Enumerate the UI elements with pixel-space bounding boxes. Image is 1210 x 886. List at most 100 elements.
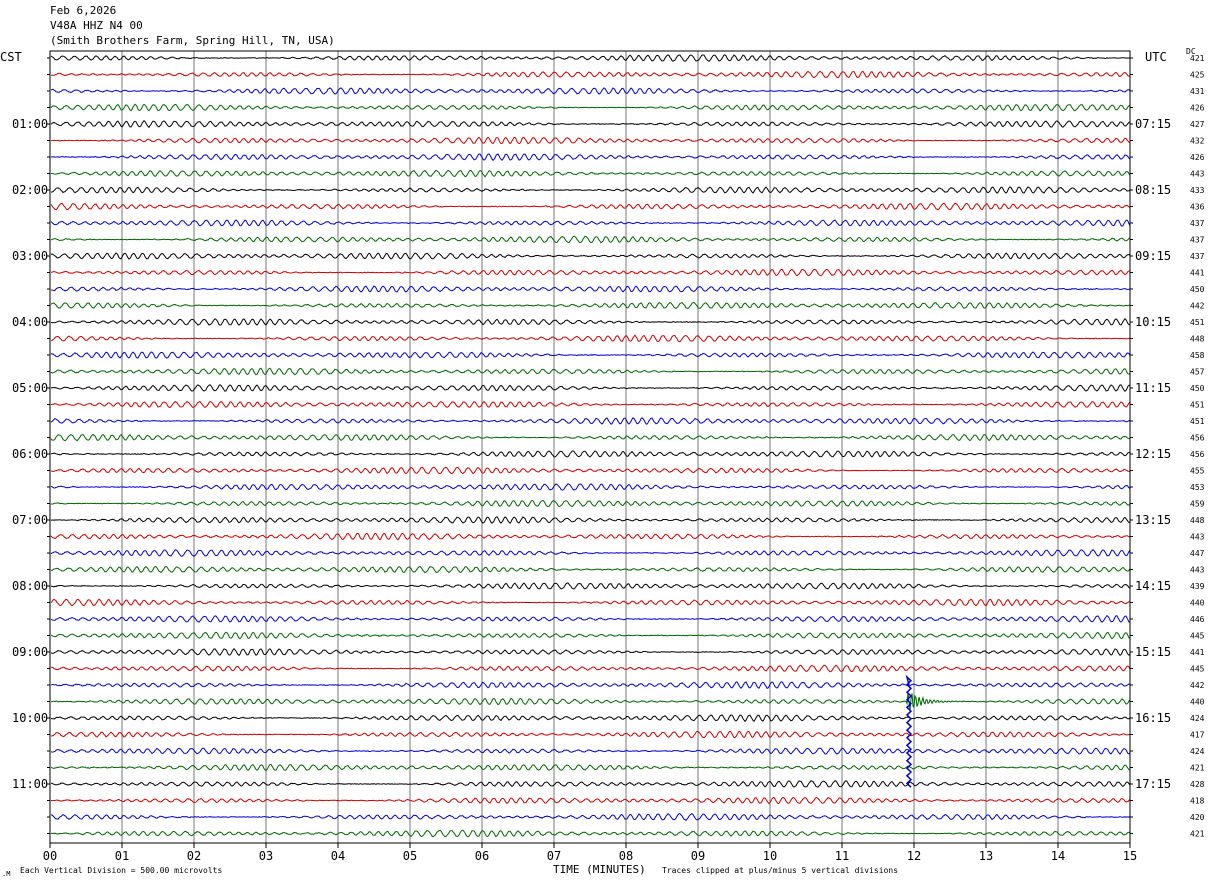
seismic-trace — [50, 730, 1131, 739]
header-date: Feb 6,2026 — [50, 4, 117, 17]
corner-mark-icon: .M — [2, 870, 11, 878]
event-burst — [905, 674, 913, 788]
dc-offset-label: 421 — [1190, 54, 1205, 63]
seismic-trace — [50, 692, 1131, 711]
dc-offset-label: 424 — [1190, 747, 1205, 756]
x-tick-label: 15 — [1123, 849, 1137, 863]
dc-offset-label: 440 — [1190, 698, 1205, 707]
seismic-trace — [50, 119, 1131, 129]
x-tick-label: 10 — [763, 849, 777, 863]
dc-offset-label: 443 — [1190, 566, 1205, 575]
x-tick-label: 12 — [907, 849, 921, 863]
dc-offset-label: 425 — [1190, 71, 1205, 80]
seismic-trace — [50, 466, 1131, 475]
left-hour-label: 08:00 — [12, 579, 48, 593]
plot-frame — [49, 50, 1131, 844]
right-hour-label: 17:15 — [1135, 777, 1171, 791]
dc-offset-label: 457 — [1190, 368, 1205, 377]
dc-offset-label: 418 — [1190, 797, 1205, 806]
right-hour-label: 09:15 — [1135, 249, 1171, 263]
seismic-trace — [50, 450, 1131, 458]
seismic-trace — [50, 747, 1131, 755]
dc-offset-label: 433 — [1190, 186, 1205, 195]
seismic-trace — [50, 780, 1131, 788]
seismic-trace — [50, 664, 1131, 673]
right-hour-label: 16:15 — [1135, 711, 1171, 725]
dc-offset-label: 456 — [1190, 434, 1205, 443]
seismic-trace — [50, 70, 1131, 79]
seismic-trace — [50, 565, 1131, 574]
dc-offset-label: 455 — [1190, 467, 1205, 476]
dc-offset-label: 420 — [1190, 813, 1205, 822]
seismic-trace — [50, 169, 1131, 178]
left-hour-label: 03:00 — [12, 249, 48, 263]
seismic-trace — [50, 812, 1131, 821]
x-tick-label: 05 — [403, 849, 417, 863]
seismic-trace — [50, 483, 1131, 491]
left-hour-label: 05:00 — [12, 381, 48, 395]
seismic-trace — [50, 548, 1131, 557]
dc-offset-label: 446 — [1190, 615, 1205, 624]
dc-offset-label: 439 — [1190, 582, 1205, 591]
dc-offset-label: 459 — [1190, 500, 1205, 509]
seismic-trace — [50, 351, 1131, 359]
seismic-trace — [50, 400, 1131, 409]
dc-offset-label: 424 — [1190, 714, 1205, 723]
dc-offset-label: 447 — [1190, 549, 1205, 558]
dc-offset-label: 450 — [1190, 285, 1205, 294]
seismic-trace — [50, 153, 1131, 162]
scale-note: Each Vertical Division = 500.00 microvol… — [20, 866, 223, 875]
seismic-trace — [50, 268, 1131, 277]
x-tick-label: 02 — [187, 849, 201, 863]
dc-offset-label: 441 — [1190, 648, 1205, 657]
dc-offset-label: 445 — [1190, 665, 1205, 674]
dc-offset-label: 451 — [1190, 401, 1205, 410]
dc-offset-label: 451 — [1190, 417, 1205, 426]
dc-offset-label: 431 — [1190, 87, 1205, 96]
right-hour-label: 13:15 — [1135, 513, 1171, 527]
dc-offset-label: 432 — [1190, 137, 1205, 146]
left-hour-label: 06:00 — [12, 447, 48, 461]
dc-offset-label: 441 — [1190, 269, 1205, 278]
seismic-trace — [50, 202, 1131, 211]
seismic-trace — [50, 301, 1131, 310]
seismic-trace — [50, 252, 1131, 260]
x-tick-label: 09 — [691, 849, 705, 863]
dc-offset-label: 453 — [1190, 483, 1205, 492]
seismic-trace — [50, 317, 1131, 326]
seismic-trace — [50, 829, 1131, 838]
seismic-trace — [50, 648, 1131, 656]
right-hour-label: 12:15 — [1135, 447, 1171, 461]
seismic-trace — [50, 681, 1131, 689]
right-hour-label: 10:15 — [1135, 315, 1171, 329]
dc-offset-label: 445 — [1190, 632, 1205, 641]
dc-offset-label: 440 — [1190, 599, 1205, 608]
seismic-trace — [50, 532, 1131, 541]
dc-offset-label: 437 — [1190, 236, 1205, 245]
seismic-trace — [50, 516, 1131, 524]
seismic-trace — [50, 136, 1131, 145]
x-tick-label: 00 — [43, 849, 57, 863]
clip-note: Traces clipped at plus/minus 5 vertical … — [662, 866, 899, 875]
seismic-trace — [50, 87, 1131, 95]
seismic-trace — [50, 714, 1131, 723]
left-hour-label: 01:00 — [12, 117, 48, 131]
header-station: V48A HHZ N4 00 — [50, 19, 143, 32]
x-tick-label: 13 — [979, 849, 993, 863]
right-hour-label: 14:15 — [1135, 579, 1171, 593]
seismic-trace — [50, 631, 1131, 640]
dc-offset-label: 437 — [1190, 219, 1205, 228]
right-hour-label: 08:15 — [1135, 183, 1171, 197]
dc-offset-label: 443 — [1190, 170, 1205, 179]
x-tick-label: 01 — [115, 849, 129, 863]
x-tick-label: 03 — [259, 849, 273, 863]
dc-offset-label: 448 — [1190, 516, 1205, 525]
dc-offset-label: 421 — [1190, 764, 1205, 773]
right-hour-label: 15:15 — [1135, 645, 1171, 659]
seismic-trace — [50, 796, 1131, 805]
left-hour-label: 10:00 — [12, 711, 48, 725]
dc-offset-label: 450 — [1190, 384, 1205, 393]
left-hour-label: 07:00 — [12, 513, 48, 527]
dc-offset-label: 437 — [1190, 252, 1205, 261]
